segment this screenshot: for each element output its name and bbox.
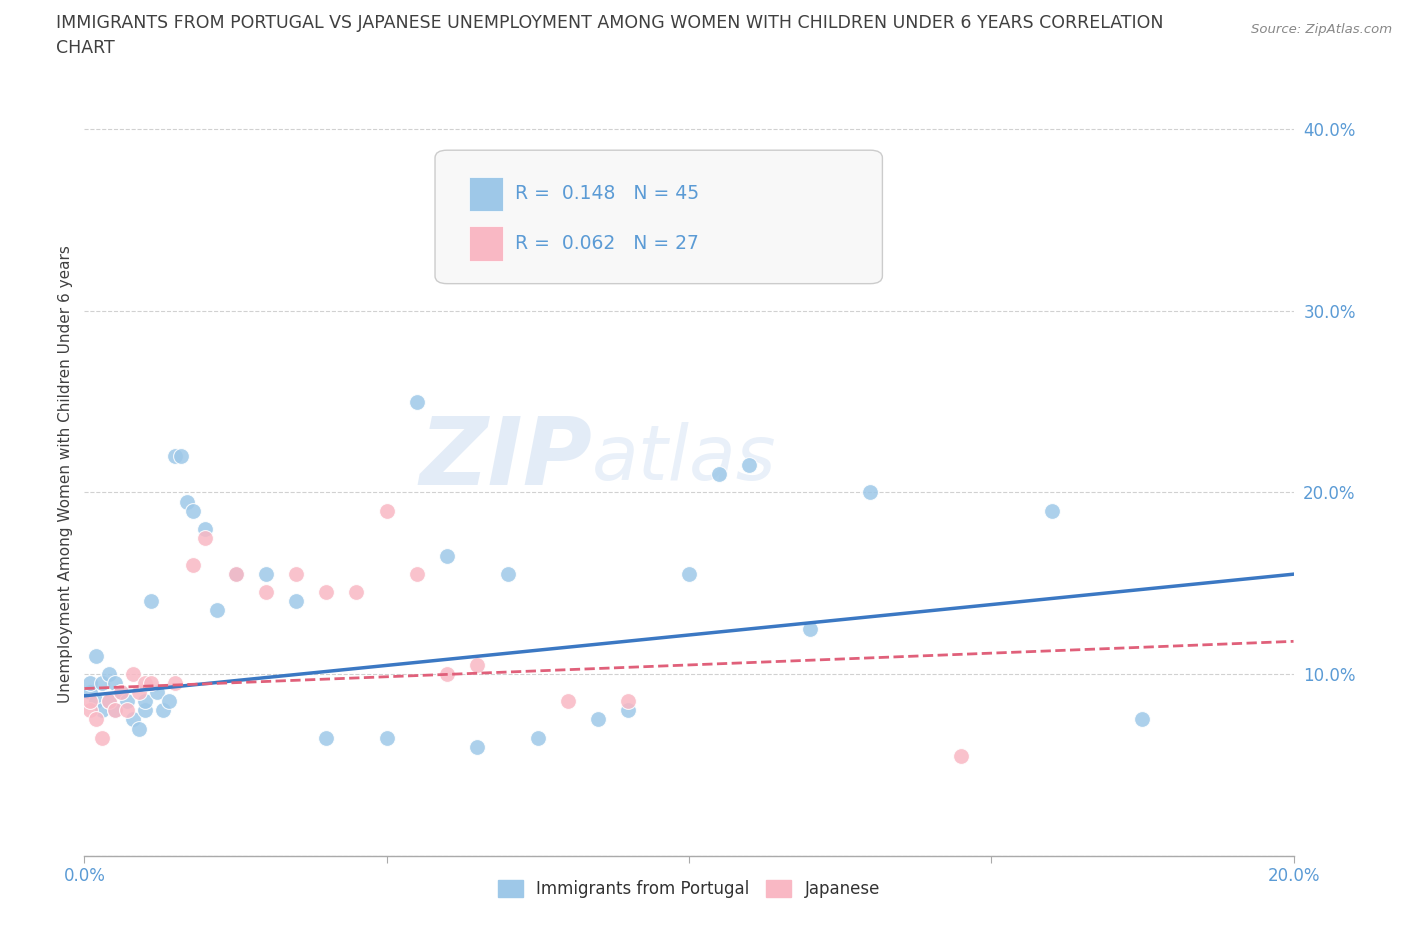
- Point: [79, 676, 101, 691]
- Point: [86, 712, 108, 727]
- Point: [346, 585, 368, 600]
- Point: [115, 694, 138, 709]
- Bar: [468, 177, 503, 211]
- Point: [139, 676, 162, 691]
- Text: IMMIGRANTS FROM PORTUGAL VS JAPANESE UNEMPLOYMENT AMONG WOMEN WITH CHILDREN UNDE: IMMIGRANTS FROM PORTUGAL VS JAPANESE UNE…: [56, 14, 1164, 32]
- Point: [436, 667, 458, 682]
- Point: [617, 703, 640, 718]
- Text: R =  0.148   N = 45: R = 0.148 N = 45: [515, 184, 699, 203]
- Point: [97, 694, 120, 709]
- Point: [121, 667, 143, 682]
- Point: [467, 739, 489, 754]
- Point: [104, 703, 127, 718]
- Point: [176, 494, 198, 509]
- Point: [134, 676, 156, 691]
- Point: [225, 566, 247, 581]
- Point: [139, 594, 162, 609]
- Point: [121, 712, 143, 727]
- Point: [406, 394, 429, 409]
- Point: [709, 467, 731, 482]
- Point: [285, 566, 308, 581]
- Point: [86, 694, 108, 709]
- Point: [97, 667, 120, 682]
- Point: [859, 485, 882, 500]
- Point: [375, 503, 398, 518]
- Point: [467, 658, 489, 672]
- Point: [86, 648, 108, 663]
- Point: [79, 684, 101, 699]
- Point: [436, 549, 458, 564]
- FancyBboxPatch shape: [434, 150, 883, 284]
- Point: [207, 603, 229, 618]
- Point: [134, 703, 156, 718]
- Point: [165, 448, 187, 463]
- Text: Source: ZipAtlas.com: Source: ZipAtlas.com: [1251, 23, 1392, 36]
- Point: [91, 730, 114, 745]
- Point: [527, 730, 550, 745]
- Text: CHART: CHART: [56, 39, 115, 57]
- Point: [128, 684, 150, 699]
- Point: [375, 730, 398, 745]
- Point: [157, 694, 180, 709]
- Point: [1040, 503, 1063, 518]
- Point: [285, 594, 308, 609]
- Bar: [468, 227, 503, 260]
- Point: [225, 566, 247, 581]
- Point: [110, 684, 132, 699]
- Point: [194, 530, 217, 545]
- Point: [146, 684, 169, 699]
- Point: [128, 721, 150, 736]
- Point: [1130, 712, 1153, 727]
- Point: [115, 703, 138, 718]
- Point: [104, 676, 127, 691]
- Point: [181, 558, 204, 573]
- Y-axis label: Unemployment Among Women with Children Under 6 years: Unemployment Among Women with Children U…: [58, 246, 73, 703]
- Point: [678, 566, 700, 581]
- Point: [254, 566, 277, 581]
- Point: [617, 694, 640, 709]
- Point: [152, 703, 174, 718]
- Point: [91, 703, 114, 718]
- Point: [254, 585, 277, 600]
- Point: [406, 566, 429, 581]
- Point: [165, 676, 187, 691]
- Point: [110, 684, 132, 699]
- Point: [496, 566, 519, 581]
- Point: [194, 522, 217, 537]
- Point: [557, 694, 579, 709]
- Point: [181, 503, 204, 518]
- Text: atlas: atlas: [592, 422, 776, 496]
- Point: [799, 621, 821, 636]
- Text: R =  0.062   N = 27: R = 0.062 N = 27: [515, 233, 699, 253]
- Point: [738, 458, 761, 472]
- Point: [79, 703, 101, 718]
- Point: [134, 694, 156, 709]
- Point: [170, 448, 193, 463]
- Point: [104, 703, 127, 718]
- Point: [315, 585, 337, 600]
- Point: [91, 676, 114, 691]
- Point: [315, 730, 337, 745]
- Point: [79, 694, 101, 709]
- Point: [588, 712, 610, 727]
- Legend: Immigrants from Portugal, Japanese: Immigrants from Portugal, Japanese: [491, 873, 887, 905]
- Point: [97, 694, 120, 709]
- Point: [950, 749, 973, 764]
- Text: ZIP: ZIP: [419, 413, 592, 505]
